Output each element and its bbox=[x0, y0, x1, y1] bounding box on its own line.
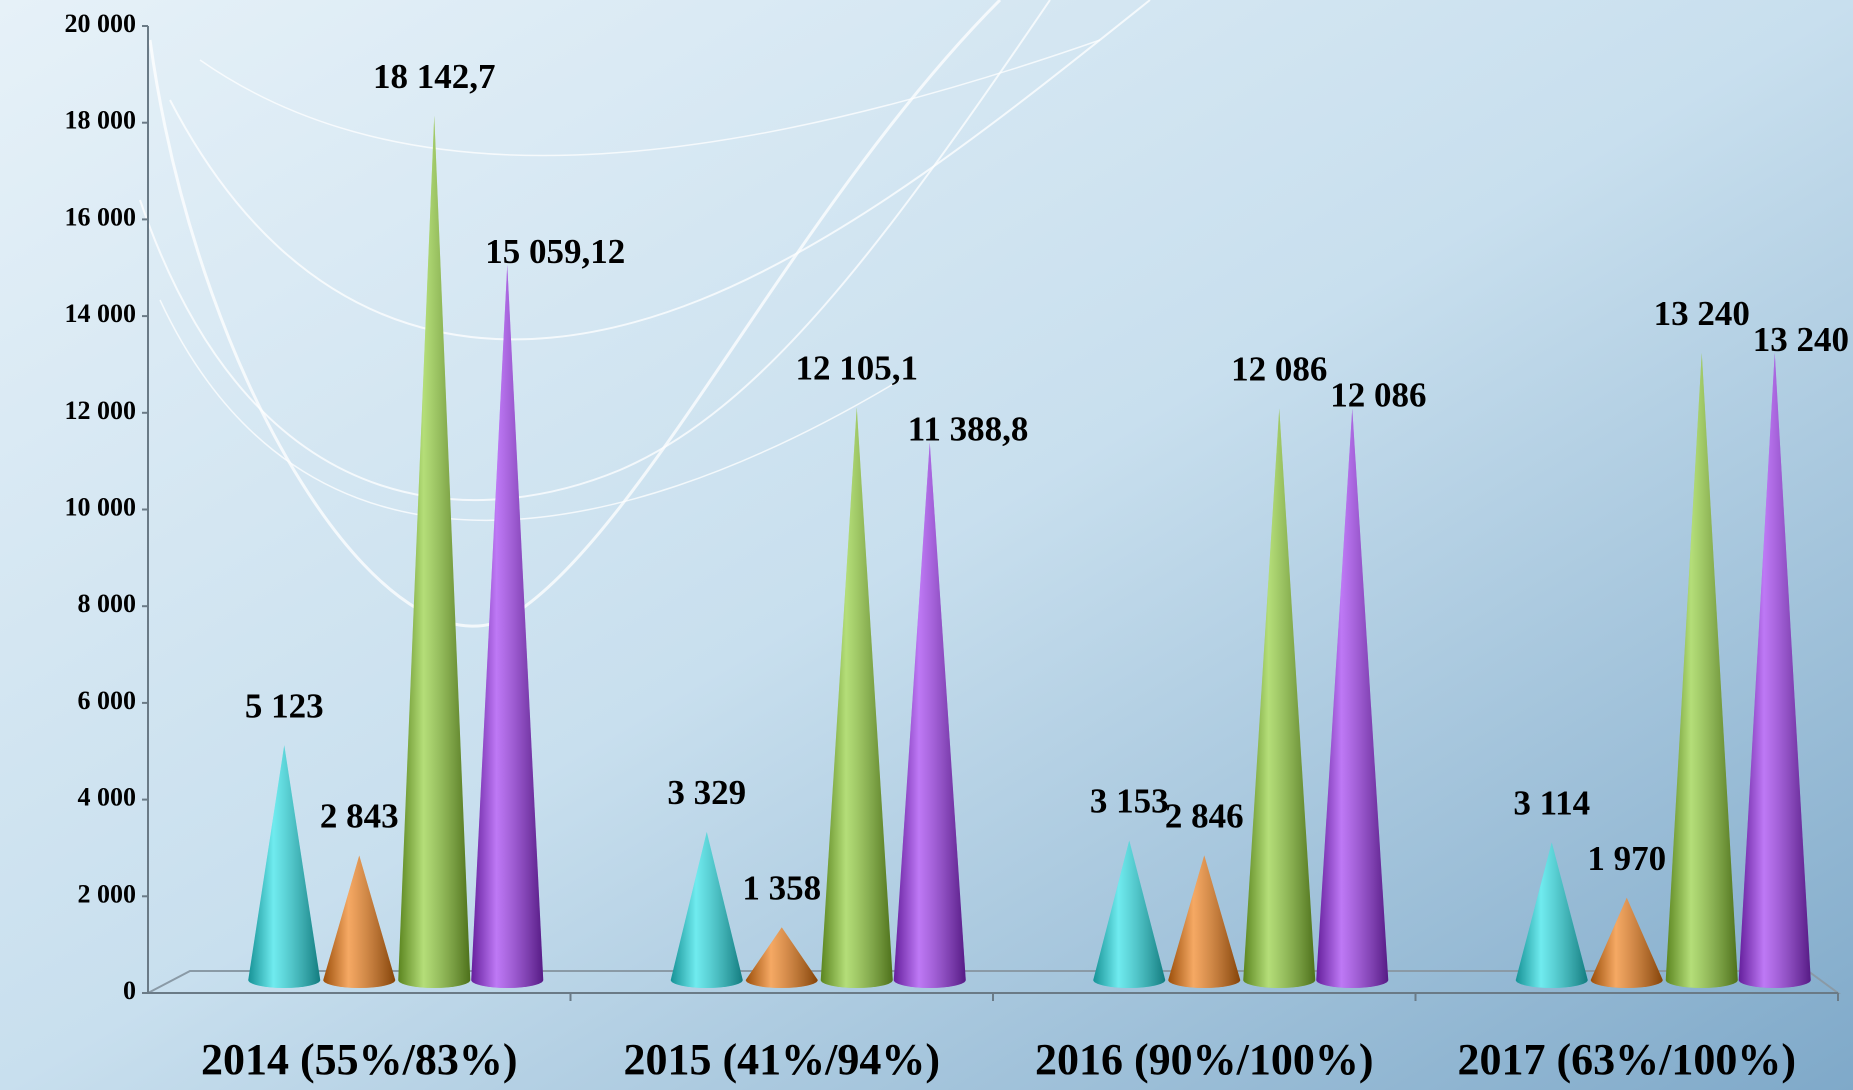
value-label: 3 153 bbox=[1090, 782, 1169, 821]
cone-shade bbox=[471, 264, 544, 988]
y-tick-label: 0 bbox=[123, 976, 136, 1005]
cone-shade bbox=[1738, 352, 1811, 988]
y-tick-label: 20 000 bbox=[65, 9, 137, 38]
cone-shade bbox=[1168, 855, 1241, 988]
cone-shade bbox=[1590, 897, 1663, 988]
y-tick-label: 8 000 bbox=[78, 589, 137, 618]
cone-shade bbox=[1665, 352, 1738, 988]
cone-shade bbox=[398, 115, 471, 988]
value-label: 12 086 bbox=[1231, 350, 1327, 389]
value-label: 13 240 bbox=[1753, 320, 1849, 359]
y-tick-label: 4 000 bbox=[78, 783, 137, 812]
y-tick-label: 6 000 bbox=[78, 686, 137, 715]
x-tick-label: 2014 (55%/83%) bbox=[201, 1035, 518, 1084]
x-tick-label: 2017 (63%/100%) bbox=[1457, 1035, 1796, 1084]
value-label: 2 846 bbox=[1165, 796, 1244, 835]
value-label: 15 059,12 bbox=[485, 232, 625, 271]
cone-shade bbox=[670, 832, 743, 988]
x-tick-label: 2016 (90%/100%) bbox=[1035, 1035, 1374, 1084]
cone-shade bbox=[1316, 408, 1389, 988]
value-label: 2 843 bbox=[320, 797, 399, 836]
cone-shade bbox=[323, 855, 396, 988]
cone-shade bbox=[1093, 840, 1166, 988]
y-tick-label: 18 000 bbox=[65, 106, 137, 135]
value-label: 5 123 bbox=[245, 686, 324, 725]
y-tick-label: 14 000 bbox=[65, 299, 137, 328]
y-tick-label: 12 000 bbox=[65, 396, 137, 425]
cone-shade bbox=[893, 442, 966, 988]
value-label: 18 142,7 bbox=[373, 57, 496, 96]
value-label: 13 240 bbox=[1654, 294, 1750, 333]
y-tick-label: 16 000 bbox=[65, 202, 137, 231]
value-label: 12 105,1 bbox=[796, 349, 919, 388]
cone-shade bbox=[1243, 408, 1316, 988]
value-label: 3 329 bbox=[667, 773, 746, 812]
value-label: 11 388,8 bbox=[908, 409, 1029, 448]
y-tick-label: 10 000 bbox=[65, 492, 137, 521]
cone-shade bbox=[248, 745, 321, 988]
x-tick-label: 2015 (41%/94%) bbox=[623, 1035, 940, 1084]
value-label: 1 970 bbox=[1587, 839, 1666, 878]
value-label: 1 358 bbox=[742, 868, 821, 907]
cone-shade bbox=[1515, 842, 1588, 988]
y-tick-label: 2 000 bbox=[78, 879, 137, 908]
value-label: 12 086 bbox=[1330, 376, 1426, 415]
value-label: 3 114 bbox=[1513, 783, 1590, 822]
cone-shade bbox=[820, 407, 893, 989]
cone-shade bbox=[745, 927, 818, 988]
